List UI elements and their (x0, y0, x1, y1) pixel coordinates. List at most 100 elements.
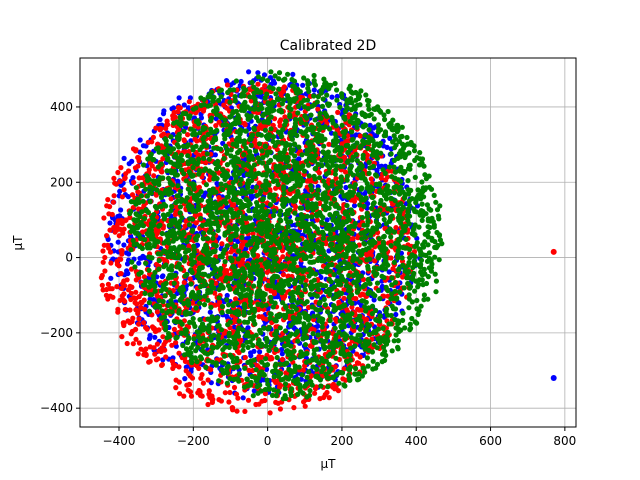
data-point (224, 313, 230, 319)
data-point (300, 390, 306, 396)
data-point (419, 277, 425, 283)
data-point (393, 311, 399, 318)
data-point (111, 193, 117, 199)
data-points (98, 69, 557, 416)
data-point (115, 309, 121, 315)
data-point (135, 163, 141, 169)
data-point (146, 359, 152, 365)
data-point (327, 313, 333, 319)
data-point (277, 123, 283, 129)
data-point (364, 316, 370, 323)
data-point (314, 217, 320, 223)
data-point (273, 346, 279, 353)
data-point (150, 134, 156, 140)
data-point (256, 355, 262, 361)
data-point (315, 106, 321, 112)
data-point (389, 275, 395, 281)
data-point (309, 326, 315, 332)
data-point (334, 93, 340, 99)
data-point (194, 363, 200, 369)
data-point (101, 215, 107, 221)
data-point (118, 207, 124, 213)
data-point (138, 346, 144, 352)
data-point (138, 304, 144, 310)
data-point (224, 297, 230, 303)
data-point (347, 299, 353, 305)
data-point (143, 346, 149, 352)
data-point (181, 128, 187, 134)
data-point (218, 181, 224, 187)
data-point (385, 300, 391, 306)
data-point (405, 209, 411, 215)
data-point (271, 289, 277, 295)
data-point (256, 180, 262, 186)
data-point (107, 249, 114, 255)
data-point (419, 201, 425, 207)
data-point (169, 342, 175, 348)
data-point (115, 221, 121, 227)
data-point (127, 214, 133, 221)
data-point (237, 147, 243, 153)
data-point (356, 360, 362, 366)
data-point (133, 336, 139, 342)
data-point (151, 297, 157, 303)
data-point (173, 385, 179, 391)
data-point (119, 248, 125, 254)
data-point (216, 397, 222, 403)
data-point (137, 149, 143, 155)
data-point (242, 408, 248, 414)
data-point (406, 259, 412, 266)
data-point (382, 116, 388, 123)
data-point (162, 347, 168, 353)
data-point (280, 272, 286, 278)
data-point (112, 180, 118, 186)
data-point (365, 201, 371, 207)
data-point (137, 137, 143, 143)
data-point (221, 102, 227, 108)
data-point (192, 123, 198, 129)
data-point (224, 292, 230, 299)
data-point (196, 152, 202, 158)
data-point (231, 384, 238, 391)
data-point (332, 386, 338, 392)
data-point (213, 105, 219, 111)
data-point (177, 204, 183, 210)
data-point (154, 230, 160, 236)
data-point (419, 179, 425, 185)
data-point (102, 254, 108, 261)
data-point (371, 297, 377, 303)
data-point (122, 176, 128, 182)
data-point (176, 350, 182, 356)
data-point (395, 284, 401, 290)
data-point (357, 133, 363, 139)
data-point (282, 114, 288, 120)
data-point (278, 117, 284, 123)
data-point (312, 386, 319, 392)
data-point (163, 203, 169, 209)
data-point (341, 287, 347, 293)
data-point (156, 266, 162, 272)
data-point (229, 137, 235, 143)
data-point (112, 229, 118, 235)
data-point (227, 389, 233, 396)
data-point (126, 161, 132, 167)
data-point (311, 87, 317, 93)
data-point (142, 290, 148, 296)
data-point (105, 281, 111, 287)
data-point (246, 69, 252, 75)
data-point (133, 185, 139, 191)
data-point (261, 72, 268, 78)
data-point (239, 234, 245, 241)
data-point (412, 174, 418, 180)
data-point (224, 380, 230, 386)
data-point (219, 309, 225, 316)
data-point (251, 388, 257, 394)
data-point (133, 147, 139, 153)
data-point (117, 271, 123, 277)
data-point (312, 390, 318, 396)
data-point (238, 176, 244, 183)
data-point (277, 406, 283, 412)
data-point (135, 154, 141, 161)
data-point (326, 141, 332, 147)
